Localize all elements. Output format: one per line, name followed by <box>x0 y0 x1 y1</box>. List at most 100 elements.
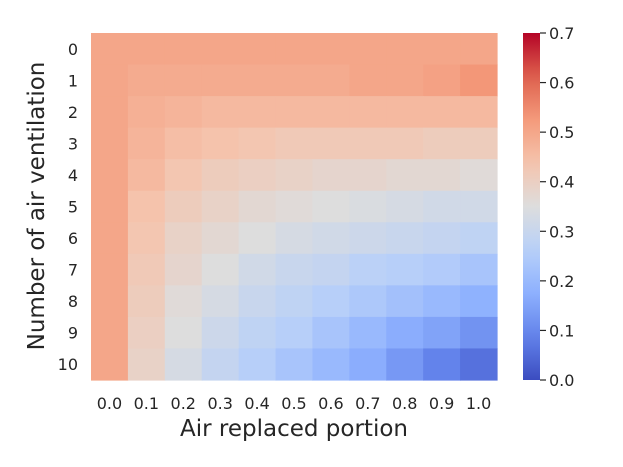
heatmap-cell <box>201 127 240 160</box>
colorbar-tick-label: 0.7 <box>549 24 574 43</box>
heatmap-cell <box>423 316 461 350</box>
heatmap-cell <box>349 127 387 160</box>
heatmap-cell <box>460 127 498 160</box>
heatmap-cell <box>312 33 350 66</box>
heatmap-cell <box>460 96 498 129</box>
heatmap-cell <box>238 348 277 381</box>
heatmap-cell <box>238 64 277 97</box>
heatmap-cell <box>164 96 203 129</box>
heatmap-cell <box>312 159 350 192</box>
heatmap-cell <box>312 348 350 381</box>
heatmap-cell <box>423 64 461 97</box>
heatmap-cell <box>275 33 314 66</box>
heatmap-cell <box>423 159 461 192</box>
x-tick-label: 0.3 <box>207 394 232 413</box>
heatmap-cell <box>127 190 166 223</box>
x-tick-label: 0.7 <box>355 394 380 413</box>
colorbar-ticks: 0.0 0.1 0.2 0.3 0.4 0.5 0.6 0.7 <box>540 24 574 390</box>
heatmap-cell <box>238 190 277 223</box>
heatmap-cell <box>423 348 461 381</box>
heatmap-cell <box>386 33 424 66</box>
heatmap-cell <box>91 222 129 255</box>
heatmap-cell <box>164 127 203 160</box>
heatmap-cell <box>386 285 424 318</box>
heatmap-cell <box>127 96 166 129</box>
heatmap-cell <box>349 159 387 192</box>
colorbar-tick-label: 0.6 <box>549 74 574 93</box>
heatmap-cell <box>460 316 498 350</box>
y-tick-label: 4 <box>68 166 78 185</box>
heatmap-cell <box>386 64 424 97</box>
heatmap-cell <box>91 285 129 318</box>
x-tick-label: 0.5 <box>281 394 306 413</box>
heatmap-cell <box>275 159 314 192</box>
y-tick-label: 1 <box>68 71 78 90</box>
heatmap-cell <box>127 348 166 381</box>
heatmap-cell <box>164 253 203 286</box>
heatmap-cell <box>201 285 240 318</box>
heatmap-cell <box>238 222 277 255</box>
heatmap-cell <box>312 316 350 350</box>
y-tick-label: 9 <box>68 324 78 343</box>
x-tick-label: 0.4 <box>244 394 269 413</box>
x-tick-label: 0.2 <box>171 394 196 413</box>
heatmap-cell <box>312 285 350 318</box>
heatmap-cell <box>312 253 350 286</box>
heatmap-cell <box>127 33 166 66</box>
y-tick-label: 2 <box>68 103 78 122</box>
heatmap-cell <box>386 222 424 255</box>
heatmap-cell <box>460 222 498 255</box>
heatmap-cell <box>91 64 129 97</box>
heatmap-cell <box>201 348 240 381</box>
heatmap-cell <box>275 348 314 381</box>
colorbar-tick-label: 0.3 <box>549 222 574 241</box>
x-tick-label: 0.6 <box>318 394 343 413</box>
heatmap-cell <box>386 190 424 223</box>
heatmap-cell <box>423 253 461 286</box>
y-tick-label: 10 <box>58 355 78 374</box>
heatmap-cell <box>275 190 314 223</box>
heatmap-cell <box>349 33 387 66</box>
heatmap-cell <box>275 316 314 350</box>
heatmap-cell <box>349 253 387 286</box>
heatmap-cell <box>238 33 277 66</box>
heatmap-cell <box>164 64 203 97</box>
heatmap-cell <box>127 222 166 255</box>
heatmap-cell <box>91 33 129 66</box>
heatmap-cell <box>275 222 314 255</box>
heatmap-cell <box>238 127 277 160</box>
heatmap-cell <box>201 159 240 192</box>
heatmap-cell <box>164 159 203 192</box>
heatmap-cell <box>460 190 498 223</box>
heatmap-cell <box>312 127 350 160</box>
heatmap-cell <box>238 316 277 350</box>
heatmap-cell <box>349 64 387 97</box>
heatmap-cell <box>164 190 203 223</box>
heatmap-cell <box>127 127 166 160</box>
heatmap-cell <box>423 127 461 160</box>
heatmap-cell <box>91 253 129 286</box>
heatmap-cell <box>275 64 314 97</box>
heatmap-cell <box>201 96 240 129</box>
heatmap-cell <box>349 285 387 318</box>
heatmap-cell <box>386 159 424 192</box>
heatmap-cell <box>349 316 387 350</box>
x-axis-label: Air replaced portion <box>180 416 408 442</box>
heatmap-cell <box>127 285 166 318</box>
heatmap-cell <box>423 190 461 223</box>
heatmap-cell <box>312 190 350 223</box>
heatmap-cell <box>312 222 350 255</box>
y-tick-labels: 0 1 2 3 4 5 6 7 8 9 10 <box>58 40 78 374</box>
x-tick-label: 0.1 <box>134 394 159 413</box>
y-tick-label: 5 <box>68 198 78 217</box>
heatmap-cell <box>238 253 277 286</box>
colorbar <box>523 33 540 380</box>
heatmap-cell <box>386 316 424 350</box>
heatmap-cell <box>460 253 498 286</box>
heatmap-cell <box>164 316 203 350</box>
colorbar-tick-label: 0.0 <box>549 371 574 390</box>
heatmap-cell <box>164 33 203 66</box>
heatmap-cell <box>423 33 461 66</box>
colorbar-tick-label: 0.1 <box>549 321 574 340</box>
